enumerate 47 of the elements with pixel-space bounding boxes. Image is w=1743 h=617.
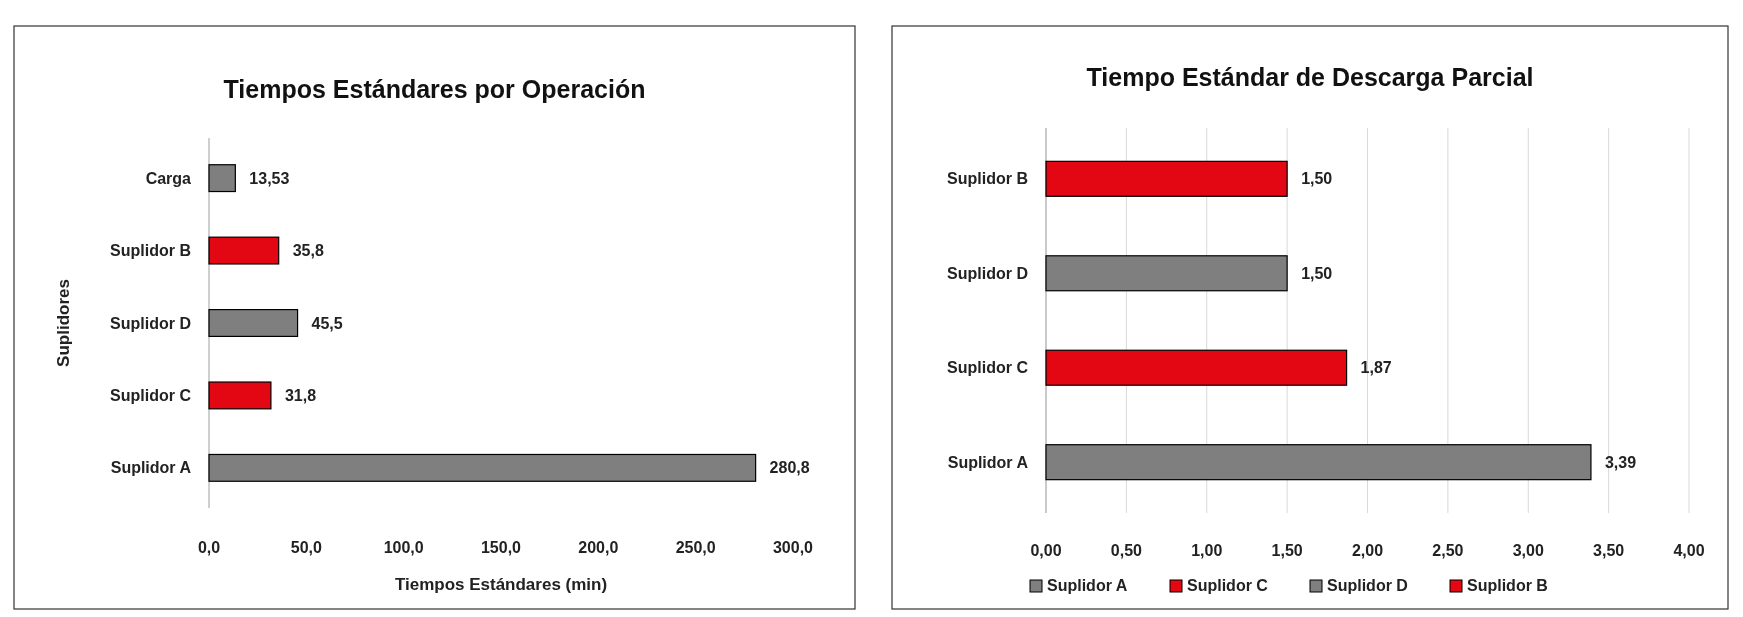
x-tick-label: 250,0 <box>675 539 716 556</box>
data-label: 280,8 <box>769 459 810 477</box>
x-axis-title: Tiempos Estándares (min) <box>394 575 608 594</box>
x-tick-label: 150,0 <box>480 539 522 556</box>
x-tick-label: 1,00 <box>1191 542 1223 559</box>
y-tick-label: Suplidor B <box>110 242 191 260</box>
data-label: 35,8 <box>292 242 324 260</box>
data-label: 45,5 <box>311 314 343 332</box>
x-tick-label: 3,50 <box>1593 542 1625 559</box>
x-tick-label: 100,0 <box>383 539 424 556</box>
y-tick-label: Suplidor B <box>947 170 1028 188</box>
bar <box>208 453 757 482</box>
x-tick-label: 1,50 <box>1271 542 1303 559</box>
x-tick-label: 2,00 <box>1351 542 1384 559</box>
x-tick-label: 50,0 <box>290 539 323 556</box>
y-tick-label: Suplidor A <box>947 453 1029 471</box>
y-tick-label: Suplidor D <box>947 264 1028 282</box>
chart-title: Tiempo Estándar de Descarga Parcial <box>1086 63 1534 91</box>
legend-label: Suplidor C <box>1187 577 1269 594</box>
x-tick-label: 2,50 <box>1432 542 1464 559</box>
bar <box>208 381 272 410</box>
y-axis-title: Suplidores <box>54 279 73 367</box>
x-tick-label: 0,50 <box>1110 542 1143 559</box>
legend-label: Suplidor B <box>1467 577 1548 594</box>
chart-title: Tiempos Estándares por Operación <box>223 75 646 103</box>
data-label: 1,87 <box>1360 359 1392 377</box>
x-tick-label: 0,0 <box>197 539 221 556</box>
x-tick-label: 4,00 <box>1673 542 1705 559</box>
x-tick-label: 300,0 <box>772 539 814 556</box>
y-tick-label: Suplidor C <box>947 359 1029 377</box>
x-tick-label: 200,0 <box>578 539 619 556</box>
data-label: 1,50 <box>1301 264 1333 282</box>
legend-label: Suplidor D <box>1327 577 1408 594</box>
data-label: 1,50 <box>1301 170 1333 188</box>
bar <box>208 309 299 337</box>
x-tick-label: 0,00 <box>1030 542 1062 559</box>
data-label: 3,39 <box>1604 453 1637 471</box>
x-tick-label: 3,00 <box>1512 542 1544 559</box>
y-tick-label: Carga <box>145 169 192 187</box>
data-label: 13,53 <box>249 169 290 187</box>
data-label: 31,8 <box>284 387 317 405</box>
bar <box>208 164 236 193</box>
bar <box>208 236 280 265</box>
y-tick-label: Suplidor A <box>110 459 192 477</box>
y-tick-label: Suplidor C <box>110 387 192 405</box>
legend-label: Suplidor A <box>1047 577 1128 594</box>
y-tick-label: Suplidor D <box>110 314 191 332</box>
